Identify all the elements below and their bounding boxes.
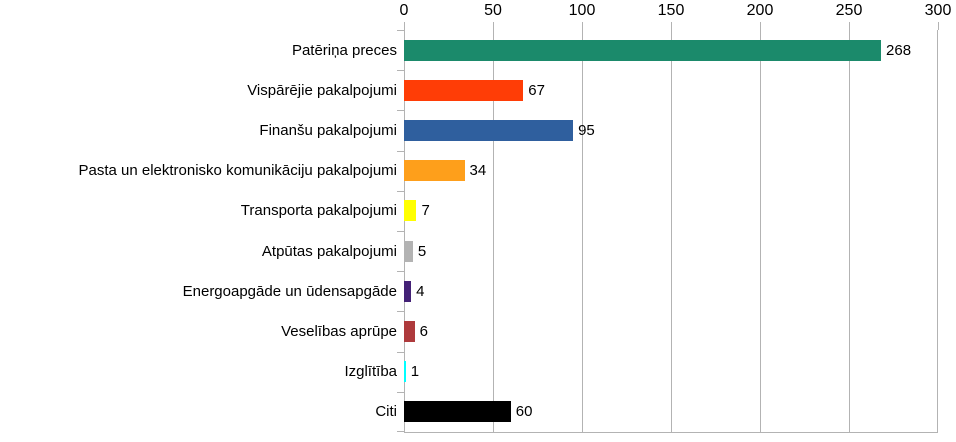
bar-track: 4 [404,271,938,311]
value-label: 5 [417,242,427,260]
y-axis-tick [397,30,404,31]
x-axis-tick-label: 100 [568,2,596,19]
bar [404,39,882,61]
x-axis-tick [938,22,939,30]
category-label: Vispārējie pakalpojumi [247,81,397,99]
bar-track: 60 [404,392,938,432]
chart-row: Transporta pakalpojumi 7 [0,191,938,231]
chart-row: Izglītība 1 [0,352,938,392]
x-axis-tick-label: 0 [399,2,409,19]
x-axis-tick [582,22,583,30]
x-axis-tick-label: 50 [484,2,502,19]
y-axis-tick [397,431,404,432]
bar [404,160,465,182]
bar [404,119,574,141]
gridline [404,30,405,432]
category-label: Patēriņa preces [291,41,397,59]
value-label: 6 [419,322,429,340]
bar [404,361,406,383]
bar [404,401,511,423]
gridline [759,30,761,432]
gridline [671,30,672,432]
chart-rows: Patēriņa preces 268 Vispārējie pakalpoju… [0,30,938,432]
chart-row: Vispārējie pakalpojumi 67 [0,70,938,110]
value-label: 34 [469,162,487,180]
bar [404,200,417,222]
y-axis-tick [397,271,404,273]
y-axis-tick [397,391,404,393]
x-axis-tick-label: 250 [835,2,863,19]
x-axis-tick [493,22,494,30]
bar-track: 67 [404,70,938,110]
bar-track: 6 [404,311,938,351]
chart-row: Patēriņa preces 268 [0,30,938,70]
bar [404,79,524,101]
gridline [849,30,850,432]
y-axis-tick [397,110,404,112]
x-axis-tick-label: 150 [657,2,685,19]
bar-track: 7 [404,191,938,231]
bar-track: 1 [404,352,938,392]
bar [404,320,415,342]
category-label: Citi [375,403,397,421]
plot-area [397,30,938,433]
gridline [581,30,583,432]
value-label: 60 [515,403,533,421]
bar-track: 268 [404,30,938,70]
category-label: Transporta pakalpojumi [240,202,397,220]
chart-row: Atpūtas pakalpojumi 5 [0,231,938,271]
bar-track: 34 [404,151,938,191]
category-label: Pasta un elektronisko komunikāciju pakal… [78,162,397,180]
x-axis-tick-label: 200 [746,2,774,19]
chart-row: Energoapgāde un ūdensapgāde 4 [0,271,938,311]
x-axis-tick [849,22,850,30]
y-axis-tick [397,311,404,313]
chart-row: Veselības aprūpe 6 [0,311,938,351]
x-axis-tick [760,22,761,30]
y-axis-tick [397,150,404,152]
bar [404,280,412,302]
value-label: 67 [528,81,545,99]
category-label: Veselības aprūpe [281,322,397,340]
y-axis-tick [397,351,404,353]
chart-row: Citi 60 [0,392,938,432]
category-label: Atpūtas pakalpojumi [261,242,397,260]
chart-row: Finanšu pakalpojumi 95 [0,110,938,150]
bar-track: 5 [404,231,938,271]
chart-row: Pasta un elektronisko komunikāciju pakal… [0,151,938,191]
y-axis-tick [397,190,404,192]
bar [404,240,413,262]
x-axis-tick-label: 300 [924,2,952,19]
value-label: 268 [886,41,912,59]
x-axis-tick [671,22,672,30]
y-axis-tick [397,231,404,232]
value-label: 95 [578,121,595,139]
value-label: 4 [416,282,425,300]
bar-track: 95 [404,110,938,150]
category-label: Izglītība [344,363,397,381]
category-label: Energoapgāde un ūdensapgāde [182,282,397,300]
category-label: Finanšu pakalpojumi [259,121,397,139]
x-axis: 0 50 100 150 200 250 300 [400,0,951,30]
x-axis-tick [404,22,405,30]
gridline [492,30,494,432]
value-label: 7 [421,202,430,220]
value-label: 1 [410,363,420,381]
gridline [937,30,938,432]
y-axis-tick [397,70,404,72]
